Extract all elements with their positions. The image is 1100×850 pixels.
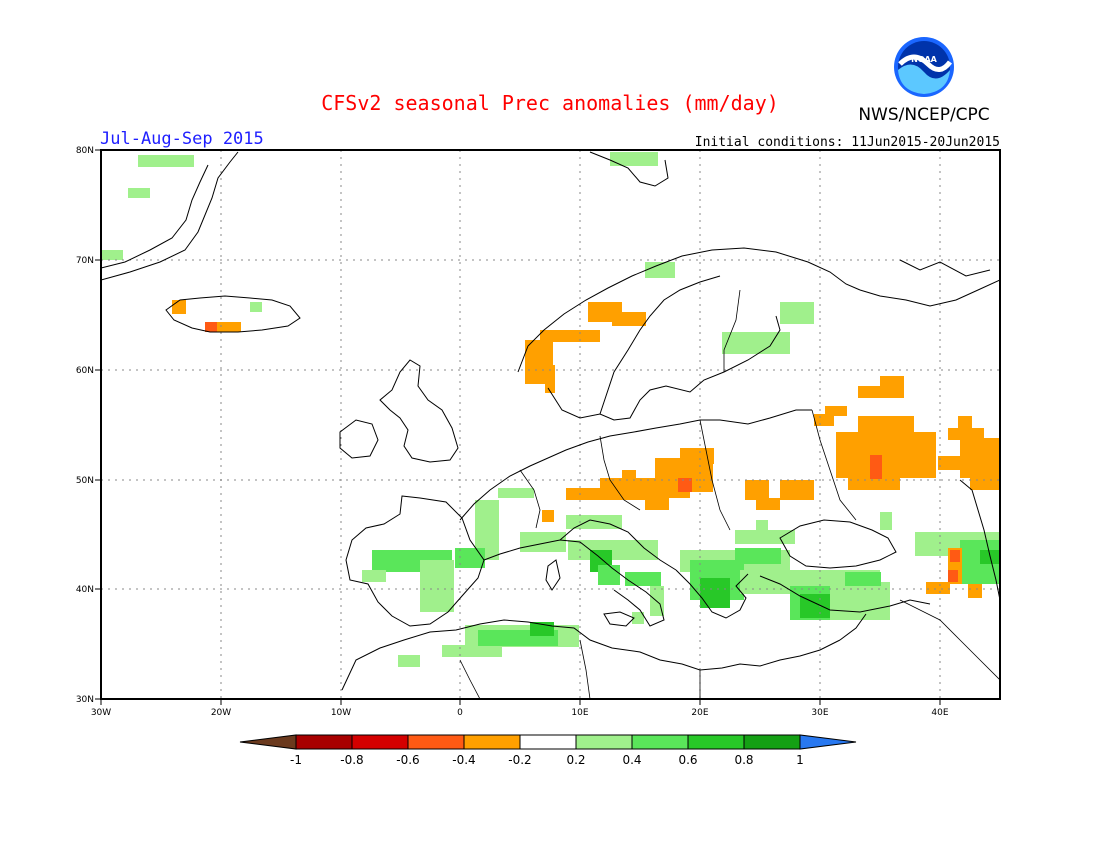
lat-label: 80N xyxy=(76,146,94,156)
positive-anomaly-cells xyxy=(101,152,1000,667)
colorbar-label: -0.6 xyxy=(396,753,419,767)
lon-label: 40E xyxy=(931,708,948,718)
agency-label: NWS/NCEP/CPC xyxy=(858,105,989,125)
lon-label: 20E xyxy=(691,708,708,718)
noaa-logo-text: NOAA xyxy=(911,55,937,64)
colorbar-segment xyxy=(351,734,409,750)
lon-label: 0 xyxy=(457,708,463,718)
initial-conditions-label: Initial conditions: 11Jun2015-20Jun2015 xyxy=(695,135,1000,150)
colorbar-segment xyxy=(631,734,689,750)
season-label: Jul-Aug-Sep 2015 xyxy=(100,129,264,149)
negative-anomaly-cells xyxy=(172,300,1000,598)
colorbar: -1 -0.8 -0.6 -0.4 -0.2 0.2 0.4 0.6 0.8 1 xyxy=(239,734,857,767)
lon-label: 10E xyxy=(571,708,588,718)
lat-label: 40N xyxy=(76,585,94,595)
colorbar-segment xyxy=(463,734,521,750)
colorbar-segment xyxy=(295,734,353,750)
colorbar-label: -0.2 xyxy=(508,753,531,767)
lon-label: 20W xyxy=(211,708,231,718)
lon-label: 30W xyxy=(91,708,111,718)
lat-label: 70N xyxy=(76,256,94,266)
map-area xyxy=(101,150,1000,699)
colorbar-arrow-low xyxy=(239,734,297,750)
coastlines xyxy=(101,151,1000,699)
colorbar-arrow-high xyxy=(799,734,857,750)
colorbar-segment xyxy=(687,734,745,750)
colorbar-label: 1 xyxy=(796,753,804,767)
colorbar-segment xyxy=(407,734,465,750)
noaa-logo: NOAA xyxy=(894,37,954,97)
lat-label: 60N xyxy=(76,366,94,376)
colorbar-label: 0.6 xyxy=(678,753,697,767)
colorbar-label: 0.8 xyxy=(734,753,753,767)
colorbar-segment xyxy=(519,734,577,750)
axis-ticks xyxy=(95,149,941,705)
lon-label: 10W xyxy=(331,708,351,718)
colorbar-label: 0.2 xyxy=(566,753,585,767)
map-frame xyxy=(100,149,1001,700)
graticule xyxy=(101,150,1000,699)
colorbar-label: -0.8 xyxy=(340,753,363,767)
colorbar-segment xyxy=(575,734,633,750)
lat-label: 30N xyxy=(76,695,94,705)
colorbar-label: -1 xyxy=(290,753,302,767)
colorbar-segment xyxy=(743,734,801,750)
colorbar-label: -0.4 xyxy=(452,753,475,767)
figure-title: CFSv2 seasonal Prec anomalies (mm/day) xyxy=(321,91,779,115)
colorbar-label: 0.4 xyxy=(622,753,641,767)
lat-label: 50N xyxy=(76,476,94,486)
lon-label: 30E xyxy=(811,708,828,718)
